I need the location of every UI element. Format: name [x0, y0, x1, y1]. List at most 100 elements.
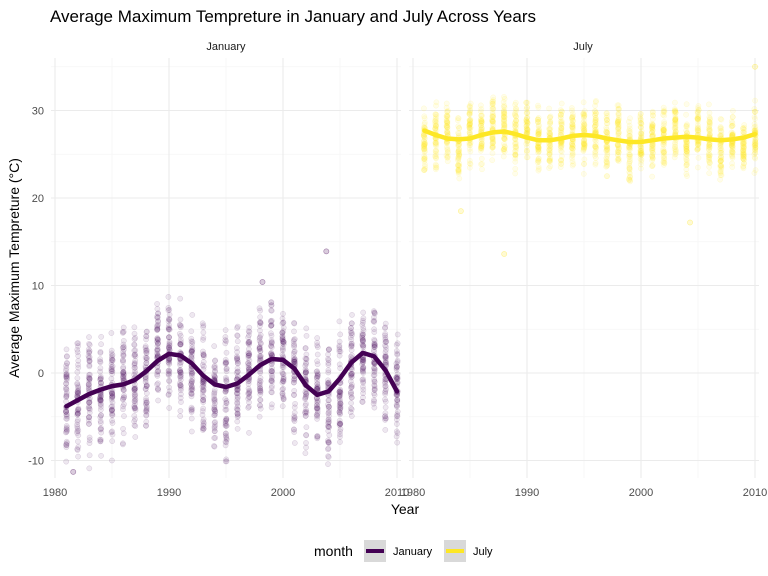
data-point: [177, 382, 184, 389]
data-point: [166, 342, 173, 349]
data-point: [154, 369, 161, 375]
data-point: [382, 398, 389, 405]
data-point: [142, 348, 149, 354]
data-point: [729, 120, 736, 126]
data-point: [706, 154, 712, 161]
data-point: [257, 348, 264, 355]
data-point: [165, 359, 172, 365]
data-point: [256, 319, 263, 326]
data-point: [86, 371, 93, 378]
data-point: [143, 403, 150, 410]
data-point: [234, 411, 241, 417]
data-point: [97, 395, 103, 402]
data-point: [86, 382, 92, 388]
data-point: [97, 350, 104, 356]
data-point: [649, 124, 655, 131]
data-point: [188, 355, 195, 361]
data-point: [661, 108, 668, 115]
data-point: [626, 169, 633, 175]
data-point: [165, 357, 172, 363]
data-point: [212, 368, 218, 375]
data-point: [382, 413, 389, 419]
data-point: [132, 335, 139, 341]
data-point: [85, 381, 92, 387]
data-point: [303, 432, 309, 438]
data-point: [132, 385, 138, 392]
data-point: [222, 442, 229, 449]
data-point: [86, 465, 93, 472]
data-point: [63, 380, 70, 387]
data-point: [478, 122, 485, 129]
data-point: [466, 103, 473, 110]
data-point: [303, 401, 309, 407]
data-point: [189, 370, 196, 377]
data-point-outlier: [752, 63, 758, 70]
data-point: [166, 345, 173, 352]
data-point: [661, 142, 667, 149]
data-point: [132, 347, 139, 354]
data-point: [108, 368, 115, 375]
data-point: [97, 375, 104, 382]
data-point: [97, 438, 104, 445]
data-point: [176, 382, 183, 388]
data-point: [280, 328, 287, 335]
data-point: [246, 394, 252, 401]
data-point: [97, 365, 104, 371]
data-point: [154, 381, 160, 388]
data-point: [233, 386, 240, 392]
data-point: [75, 405, 82, 412]
data-point: [109, 390, 115, 396]
data-point: [143, 397, 149, 404]
data-point: [166, 316, 173, 323]
data-point: [246, 389, 253, 396]
data-point: [200, 397, 207, 403]
data-point: [211, 419, 218, 426]
data-point: [165, 294, 172, 300]
data-point: [302, 345, 309, 351]
data-point: [246, 387, 253, 394]
data-point: [211, 343, 218, 349]
data-point: [279, 315, 286, 322]
data-point: [604, 173, 611, 179]
data-point: [63, 374, 70, 381]
data-point: [64, 411, 70, 418]
data-point: [269, 401, 275, 408]
data-point: [730, 108, 736, 114]
data-point: [257, 397, 264, 403]
data-point: [64, 359, 70, 366]
data-point: [303, 325, 310, 332]
data-point: [268, 375, 275, 381]
data-point: [325, 461, 331, 467]
data-point: [74, 375, 81, 381]
data-point: [478, 142, 485, 149]
data-point: [455, 115, 462, 122]
data-point: [245, 328, 252, 334]
data-point: [291, 344, 298, 350]
data-point: [188, 372, 195, 379]
data-point: [63, 384, 69, 391]
data-point: [120, 359, 126, 365]
data-point: [177, 395, 184, 401]
data-point: [188, 390, 195, 397]
data-point: [234, 407, 241, 413]
data-point: [246, 378, 252, 384]
data-point: [108, 361, 115, 368]
legend-label-january: January: [393, 546, 433, 558]
data-point: [166, 368, 173, 375]
data-point: [313, 402, 320, 409]
data-point: [314, 408, 321, 414]
data-point: [245, 381, 252, 387]
data-point: [74, 369, 81, 375]
data-point: [455, 170, 462, 177]
data-point: [222, 406, 229, 413]
data-point: [257, 387, 264, 394]
data-point: [97, 394, 103, 400]
data-point: [200, 394, 207, 400]
data-point: [512, 122, 518, 129]
data-point: [290, 379, 297, 386]
data-point: [291, 392, 297, 398]
data-point: [256, 413, 263, 420]
data-point: [477, 147, 484, 154]
data-point: [97, 397, 104, 403]
data-point: [120, 337, 127, 344]
